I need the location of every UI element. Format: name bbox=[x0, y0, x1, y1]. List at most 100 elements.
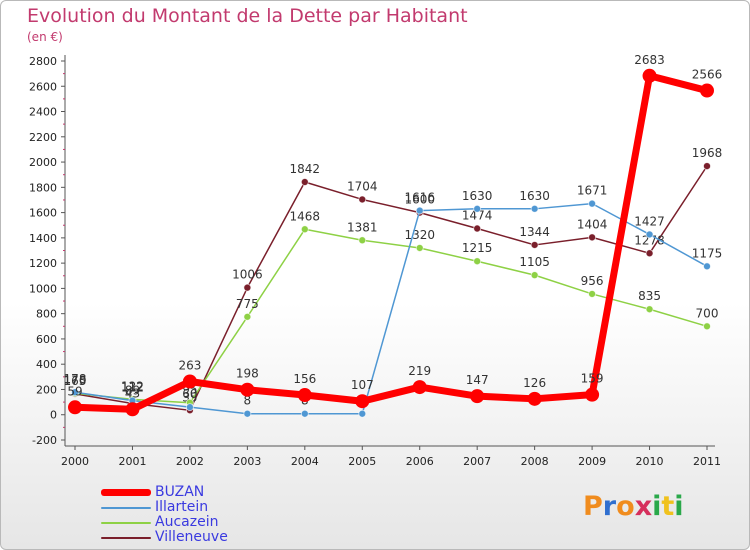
logo-letter: i bbox=[652, 491, 662, 522]
data-point bbox=[300, 225, 309, 234]
y-tick-label: 1600 bbox=[29, 207, 57, 220]
x-tick-label: 2002 bbox=[176, 455, 204, 468]
data-label: 1474 bbox=[462, 209, 493, 223]
data-point bbox=[358, 409, 367, 418]
y-tick-label: 600 bbox=[36, 333, 57, 346]
data-point bbox=[700, 83, 714, 98]
data-label: 263 bbox=[178, 359, 201, 373]
data-point bbox=[358, 195, 367, 204]
data-label: 8 bbox=[244, 394, 252, 408]
x-tick-label: 2004 bbox=[291, 455, 319, 468]
data-point bbox=[355, 394, 370, 409]
y-tick-label: 2800 bbox=[29, 55, 57, 68]
data-point bbox=[703, 162, 711, 171]
data-label: 198 bbox=[236, 367, 259, 381]
data-point bbox=[358, 236, 367, 245]
data-label: 1215 bbox=[462, 241, 493, 255]
data-label: 1006 bbox=[232, 268, 263, 282]
data-point bbox=[473, 257, 482, 266]
x-tick-label: 2008 bbox=[521, 455, 549, 468]
data-label: 1381 bbox=[347, 220, 378, 234]
legend-label: Villeneuve bbox=[155, 529, 228, 545]
data-point bbox=[243, 312, 252, 321]
logo-letter: t bbox=[661, 491, 675, 522]
data-point bbox=[243, 409, 252, 418]
legend-swatch bbox=[101, 536, 151, 539]
data-label: 1468 bbox=[290, 209, 321, 223]
data-label: 60 bbox=[182, 387, 197, 401]
x-tick-label: 2011 bbox=[693, 455, 721, 468]
data-point bbox=[243, 283, 252, 292]
data-point bbox=[186, 403, 194, 412]
data-label: 1630 bbox=[519, 189, 550, 203]
data-point bbox=[71, 388, 79, 397]
data-label: 956 bbox=[581, 274, 604, 288]
legend-label: BUZAN bbox=[155, 484, 205, 500]
legend-item: Aucazein bbox=[101, 515, 228, 530]
data-point bbox=[182, 374, 197, 389]
legend-item: Villeneuve bbox=[101, 530, 228, 545]
data-point bbox=[645, 305, 654, 314]
data-label: 219 bbox=[408, 364, 431, 378]
y-tick-label: 2200 bbox=[29, 131, 57, 144]
chart-subtitle: (en €) bbox=[27, 30, 63, 44]
data-label: 1344 bbox=[519, 225, 550, 239]
data-point bbox=[530, 271, 539, 280]
y-tick-label: 1000 bbox=[29, 282, 57, 295]
logo-letter: x bbox=[634, 491, 653, 522]
data-label: 700 bbox=[696, 306, 719, 320]
data-label: 112 bbox=[121, 381, 144, 395]
legend-label: Aucazein bbox=[155, 514, 219, 530]
data-point bbox=[300, 178, 309, 186]
y-tick-label: 800 bbox=[36, 308, 57, 321]
chart-legend: BUZAN Illartein Aucazein Villeneuve bbox=[101, 485, 228, 545]
data-label: 178 bbox=[64, 372, 87, 386]
data-point bbox=[530, 204, 539, 213]
data-label: 1630 bbox=[462, 189, 493, 203]
data-point bbox=[642, 68, 657, 83]
data-label: 147 bbox=[466, 373, 489, 387]
x-tick-label: 2001 bbox=[118, 455, 146, 468]
data-label: 1427 bbox=[634, 214, 665, 228]
data-label: 165 bbox=[64, 374, 87, 388]
legend-item: BUZAN bbox=[101, 485, 228, 500]
data-point bbox=[527, 391, 542, 406]
data-label: 89 bbox=[125, 383, 140, 397]
x-tick-label: 2006 bbox=[406, 455, 434, 468]
y-tick-label: 0 bbox=[50, 409, 57, 422]
data-label: 159 bbox=[581, 372, 604, 386]
data-point bbox=[588, 290, 596, 298]
data-point bbox=[68, 400, 82, 415]
y-tick-label: 400 bbox=[36, 358, 57, 371]
data-point bbox=[473, 204, 482, 213]
data-point bbox=[645, 230, 654, 239]
data-label: 59 bbox=[67, 384, 82, 398]
data-label: 156 bbox=[293, 372, 316, 386]
data-label: 1842 bbox=[290, 162, 321, 176]
data-label: 1404 bbox=[577, 217, 608, 231]
legend-swatch bbox=[101, 506, 151, 509]
data-point bbox=[125, 402, 140, 417]
x-tick-label: 2010 bbox=[636, 455, 664, 468]
data-point bbox=[585, 387, 600, 402]
y-tick-label: 2600 bbox=[29, 80, 57, 93]
x-tick-label: 2009 bbox=[578, 455, 606, 468]
data-label: 2683 bbox=[634, 53, 665, 67]
chart-title: Evolution du Montant de la Dette par Hab… bbox=[27, 5, 468, 27]
data-point bbox=[300, 409, 309, 418]
data-point bbox=[645, 249, 654, 258]
data-point bbox=[703, 322, 711, 331]
data-label: 107 bbox=[351, 378, 374, 392]
x-tick-label: 2007 bbox=[463, 455, 491, 468]
x-tick-label: 2005 bbox=[348, 455, 376, 468]
data-label: 835 bbox=[638, 289, 661, 303]
series-line-illartein bbox=[74, 202, 708, 415]
logo-letter: P bbox=[583, 491, 603, 522]
data-label: 1600 bbox=[404, 193, 435, 207]
data-label: 43 bbox=[125, 386, 140, 400]
data-label: 1175 bbox=[692, 246, 723, 260]
y-tick-label: 200 bbox=[36, 383, 57, 396]
data-point bbox=[240, 382, 255, 397]
data-label: 1704 bbox=[347, 179, 378, 193]
